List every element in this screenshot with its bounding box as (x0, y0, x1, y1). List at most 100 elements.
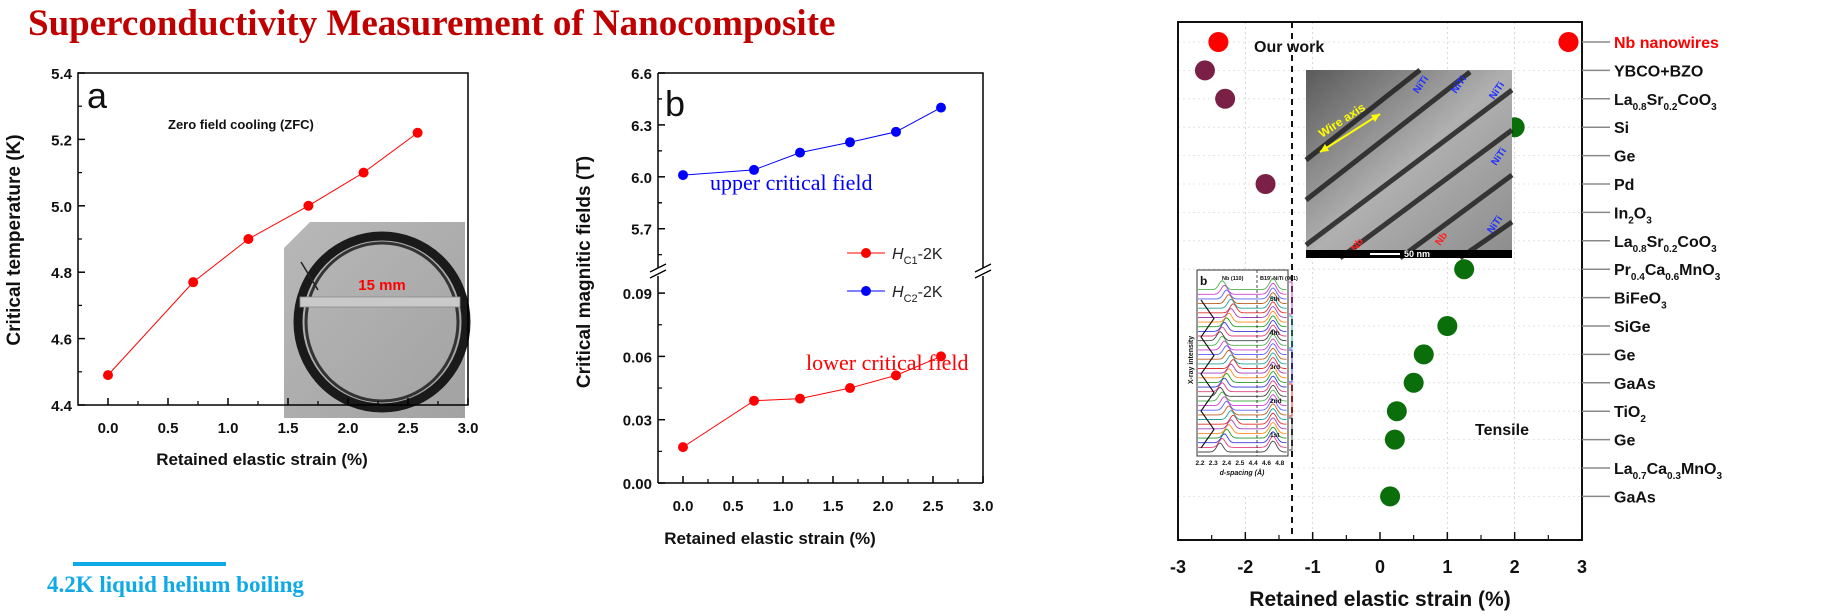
x-tick-label: 0.0 (98, 420, 119, 437)
material-label: YBCO+BZO (1614, 63, 1703, 80)
label-text: In (1614, 205, 1628, 222)
label-text: TiO (1614, 404, 1640, 421)
material-label: Ge (1614, 433, 1635, 450)
x-tick-label: 3 (1577, 557, 1587, 577)
material-label: Nb nanowires (1614, 35, 1719, 52)
x-tick-label: -1 (1305, 557, 1321, 577)
x-tick-label: -3 (1170, 557, 1186, 577)
material-point (1437, 316, 1458, 336)
x-tick-label: 1.0 (773, 498, 794, 515)
y-tick-label: 5.4 (51, 66, 73, 83)
xrd-curves (1198, 278, 1287, 453)
xrd-curve (1198, 278, 1287, 291)
cycle-label: 4th (1270, 330, 1280, 337)
label-text: La (1614, 461, 1633, 478)
cycle-bracket (1289, 315, 1293, 349)
strain-zigzag-arrow (1200, 299, 1215, 449)
xrd-cycle-brackets: 5th 4th 3rd 2nd 1st (1270, 281, 1293, 451)
xrd-curve (1198, 356, 1287, 369)
wire-coil-photo: 15 mm (284, 222, 471, 418)
label-text: MnO (1681, 461, 1717, 478)
y-tick-label: 6.0 (631, 170, 652, 187)
material-label: Si (1614, 120, 1629, 137)
label-subscript: 3 (1661, 301, 1667, 312)
xrd-curve (1198, 431, 1287, 444)
upper-field-annotation: upper critical field (710, 170, 872, 195)
data-point (749, 395, 759, 406)
y-tick-label: 6.3 (631, 118, 652, 135)
cycle-label: 3rd (1270, 364, 1280, 371)
xrd-curve (1198, 440, 1287, 453)
xrd-curve (1198, 296, 1287, 309)
xrd-curve (1198, 412, 1287, 425)
x-axis-label: Retained elastic strain (%) (156, 450, 368, 469)
xrd-curve (1198, 315, 1287, 328)
xrd-curve (1198, 338, 1287, 351)
zfc-annotation: Zero field cooling (ZFC) (168, 117, 314, 132)
data-point (795, 393, 805, 404)
material-point (1386, 401, 1407, 422)
material-label: Pr0.4Ca0.6MnO3 (1614, 262, 1721, 283)
material-label: La0.8Sr0.2CoO3 (1614, 92, 1717, 113)
xrd-curve (1198, 333, 1287, 346)
xrd-curve (1198, 310, 1287, 323)
data-point (795, 147, 805, 158)
xrd-panel-label: b (1200, 274, 1207, 288)
label-text: La (1614, 92, 1633, 109)
lower-field-annotation: lower critical field (806, 350, 968, 375)
y-axis-label: Critical magnitic fields (T) (574, 156, 595, 388)
legend-marker (861, 248, 871, 258)
label-subscript: 2 (1640, 414, 1646, 425)
xrd-curve (1198, 370, 1287, 383)
data-point (303, 200, 314, 211)
data-point (243, 234, 254, 244)
y-tick-label: 0.09 (623, 286, 652, 303)
cycle-label: 1st (1270, 432, 1280, 439)
cycle-bracket (1289, 349, 1293, 383)
xrd-curve (1198, 384, 1287, 397)
material-label: TiO2 (1614, 404, 1646, 425)
xrd-curve (1198, 361, 1287, 374)
y-tick-label: 4.4 (51, 398, 73, 415)
series-line (107, 132, 418, 376)
scale-bar-label: 50 nm (1404, 249, 1430, 259)
x-tick-label: 2 (1510, 557, 1520, 577)
xrd-x-tick-label: 4.8 (1275, 460, 1284, 467)
xrd-curve (1198, 324, 1287, 337)
x-tick-label: -2 (1237, 557, 1253, 577)
label-subscript: 0.2 (1663, 102, 1677, 113)
material-point (1384, 429, 1405, 450)
xrd-curve (1198, 287, 1287, 300)
label-text: Ca (1647, 461, 1668, 478)
xrd-curve (1198, 426, 1287, 439)
y-axis-label: Critical temperature (K) (4, 134, 25, 345)
y-tick-label: 5.7 (631, 222, 652, 239)
axis-break-marker (649, 263, 992, 279)
xrd-x-tick-label: 2.5 (1235, 460, 1244, 467)
material-label: La0.7Ca0.3MnO3 (1614, 461, 1722, 482)
cycle-bracket (1289, 383, 1293, 417)
label-text: Pr (1614, 262, 1631, 279)
xrd-curve (1198, 435, 1287, 448)
cycle-label: 5th (1270, 296, 1280, 303)
xrd-x-tick-label: 4.4 (1249, 460, 1258, 467)
label-subscript: 3 (1646, 215, 1652, 226)
axes: 0.0 0.5 1.0 1.5 2.0 2.5 3.0 0.00 0.03 0.06 0.09 5.7… (623, 66, 994, 515)
inset-scale-label: 15 mm (358, 277, 406, 294)
material-label: Pd (1614, 177, 1634, 194)
material-label: Ge (1614, 149, 1635, 166)
series-line-HC2-2K (682, 107, 942, 176)
material-label: Ge (1614, 347, 1635, 364)
plot-frame (658, 72, 984, 483)
label-subscript: 0.3 (1667, 471, 1681, 482)
material-point (1413, 344, 1434, 365)
data-point (678, 442, 688, 453)
data-point (749, 164, 759, 175)
xrd-peak1-label: Nb (110) (1222, 276, 1244, 282)
label-subscript: 3 (1711, 102, 1717, 113)
panel-c-strain-comparison: -3 -2 -1 0 1 2 3 Wire axis NiTi NiTi NiTi NiTi… (1170, 21, 1722, 611)
x-tick-label: 1.5 (278, 420, 299, 437)
label-text: La (1614, 234, 1633, 251)
xrd-curve (1198, 319, 1287, 332)
xrd-curve (1198, 407, 1287, 420)
